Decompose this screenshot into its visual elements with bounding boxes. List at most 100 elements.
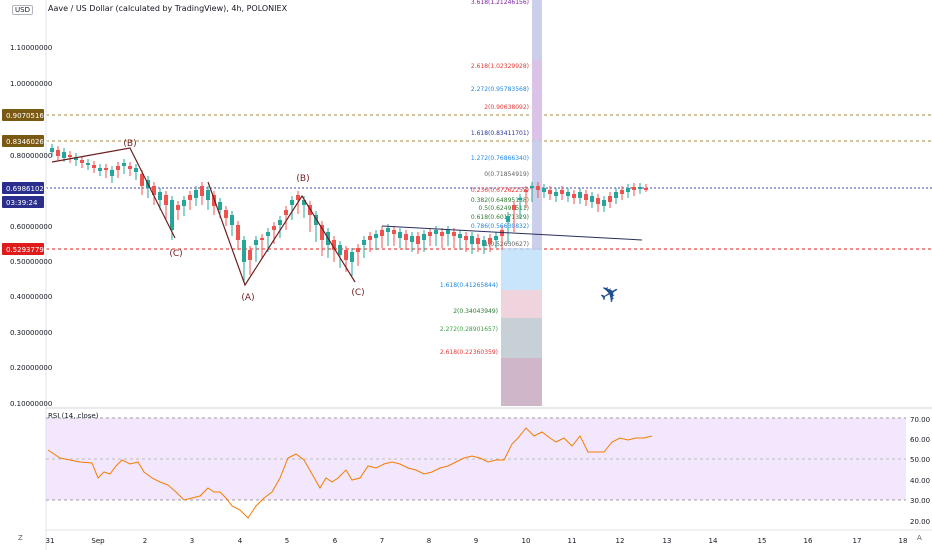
candle-body — [68, 155, 72, 157]
candle-body — [128, 166, 132, 169]
candle-body — [350, 252, 354, 262]
candle-body — [158, 192, 162, 200]
candle-body — [422, 234, 426, 240]
candle-body — [416, 236, 420, 244]
candle-body — [356, 248, 360, 252]
candle-body — [470, 236, 474, 244]
candle-body — [320, 225, 324, 240]
candle-body — [404, 234, 408, 240]
candle-body — [170, 200, 174, 230]
candle-body — [224, 210, 228, 218]
candle-body — [86, 163, 90, 165]
candle-body — [98, 168, 102, 171]
time-tick-label: 2 — [143, 537, 147, 545]
candle-body — [596, 198, 600, 204]
time-tick-label: 16 — [804, 537, 813, 545]
fib-level-label: 1(0.52630627) — [484, 241, 529, 248]
price-badge-label: 03:39:24 — [6, 199, 38, 207]
candle-body — [464, 236, 468, 240]
price-tick-label: 0.30000000 — [10, 329, 52, 337]
price-tick-label: 0.50000000 — [10, 258, 52, 266]
candle-body — [62, 152, 66, 158]
price-tick-label: 0.60000000 — [10, 223, 52, 231]
candle-body — [386, 228, 390, 232]
candle-body — [314, 215, 318, 225]
fib-level-label: 1.618(0.41265844) — [440, 282, 498, 289]
candle-body — [200, 186, 204, 196]
candle-body — [284, 210, 288, 215]
candle-body — [74, 157, 78, 160]
candle-body — [512, 205, 516, 210]
price-badge — [2, 109, 44, 121]
candle-body — [452, 232, 456, 236]
fib-level-label: 0.236(0.67262255) — [471, 187, 529, 194]
candle-body — [110, 170, 114, 176]
fib-zone-red — [501, 290, 542, 318]
fib-level-label: 2.272(0.28901657) — [440, 326, 498, 333]
candle-body — [590, 196, 594, 202]
candle-body — [458, 234, 462, 238]
zoom-button[interactable]: Z — [18, 534, 23, 542]
candle-body — [134, 168, 138, 172]
fib-zone-pink — [501, 358, 542, 406]
fib-level-label: 0.5(0.62497511) — [479, 205, 530, 212]
candle-body — [602, 200, 606, 206]
candle-body — [638, 187, 642, 189]
price-badge — [2, 243, 44, 255]
fib-level-label: 1.272(0.76866340) — [471, 155, 529, 162]
fib-level-label: 2(0.34043949) — [453, 308, 498, 315]
candle-body — [218, 202, 222, 210]
candle-body — [578, 192, 582, 198]
candle-body — [392, 230, 396, 234]
candle-body — [620, 190, 624, 194]
candle-body — [410, 236, 414, 242]
fib-level-label: 0(0.71854919) — [484, 171, 529, 178]
price-badge-label: 0.90705164 — [6, 112, 49, 120]
rsi-tick-label: 30.00 — [910, 497, 930, 505]
candle-body — [566, 192, 570, 196]
time-tick-label: 17 — [853, 537, 862, 545]
price-tick-label: 0.80000000 — [10, 152, 52, 160]
time-tick-label: 5 — [285, 537, 289, 545]
candle-body — [506, 216, 510, 222]
price-badge-label: 0.69861027 — [6, 185, 48, 193]
candle-body — [230, 215, 234, 225]
candle-body — [266, 232, 270, 236]
candle-body — [536, 186, 540, 190]
currency-badge[interactable]: USD — [12, 5, 33, 15]
candle-body — [242, 240, 246, 262]
candle-body — [254, 240, 258, 245]
candle-body — [278, 220, 282, 225]
time-tick-label: 3 — [190, 537, 194, 545]
time-tick-label: 14 — [709, 537, 718, 545]
candle-body — [176, 205, 180, 210]
time-tick-label: 15 — [758, 537, 767, 545]
candle-body — [362, 240, 366, 245]
time-tick-label: 11 — [568, 537, 577, 545]
candle-body — [212, 195, 216, 206]
time-tick-label: 31 — [46, 537, 55, 545]
trend-line — [381, 225, 643, 241]
rsi-tick-label: 40.00 — [910, 477, 930, 485]
candle-body — [524, 190, 528, 192]
candle-body — [494, 236, 498, 240]
auto-scale-button[interactable]: A — [917, 534, 922, 542]
candle-body — [248, 250, 252, 260]
candle-body — [584, 194, 588, 200]
fib-level-label: 2.618(1.02329928) — [471, 63, 529, 70]
candle-body — [92, 165, 96, 168]
time-tick-label: 10 — [522, 537, 531, 545]
candle-body — [194, 190, 198, 198]
rsi-tick-label: 70.00 — [910, 416, 930, 424]
time-tick-label: 4 — [238, 537, 243, 545]
fib-zone-gray — [501, 318, 542, 358]
fib-level-label: 0.382(0.64895188) — [471, 197, 529, 204]
candle-body — [104, 168, 108, 170]
candle-body — [260, 238, 264, 240]
time-tick-label: 6 — [333, 537, 338, 545]
rsi-tick-label: 50.00 — [910, 456, 930, 464]
candle-body — [56, 150, 60, 156]
time-tick-label: 13 — [663, 537, 672, 545]
candle-body — [488, 238, 492, 244]
